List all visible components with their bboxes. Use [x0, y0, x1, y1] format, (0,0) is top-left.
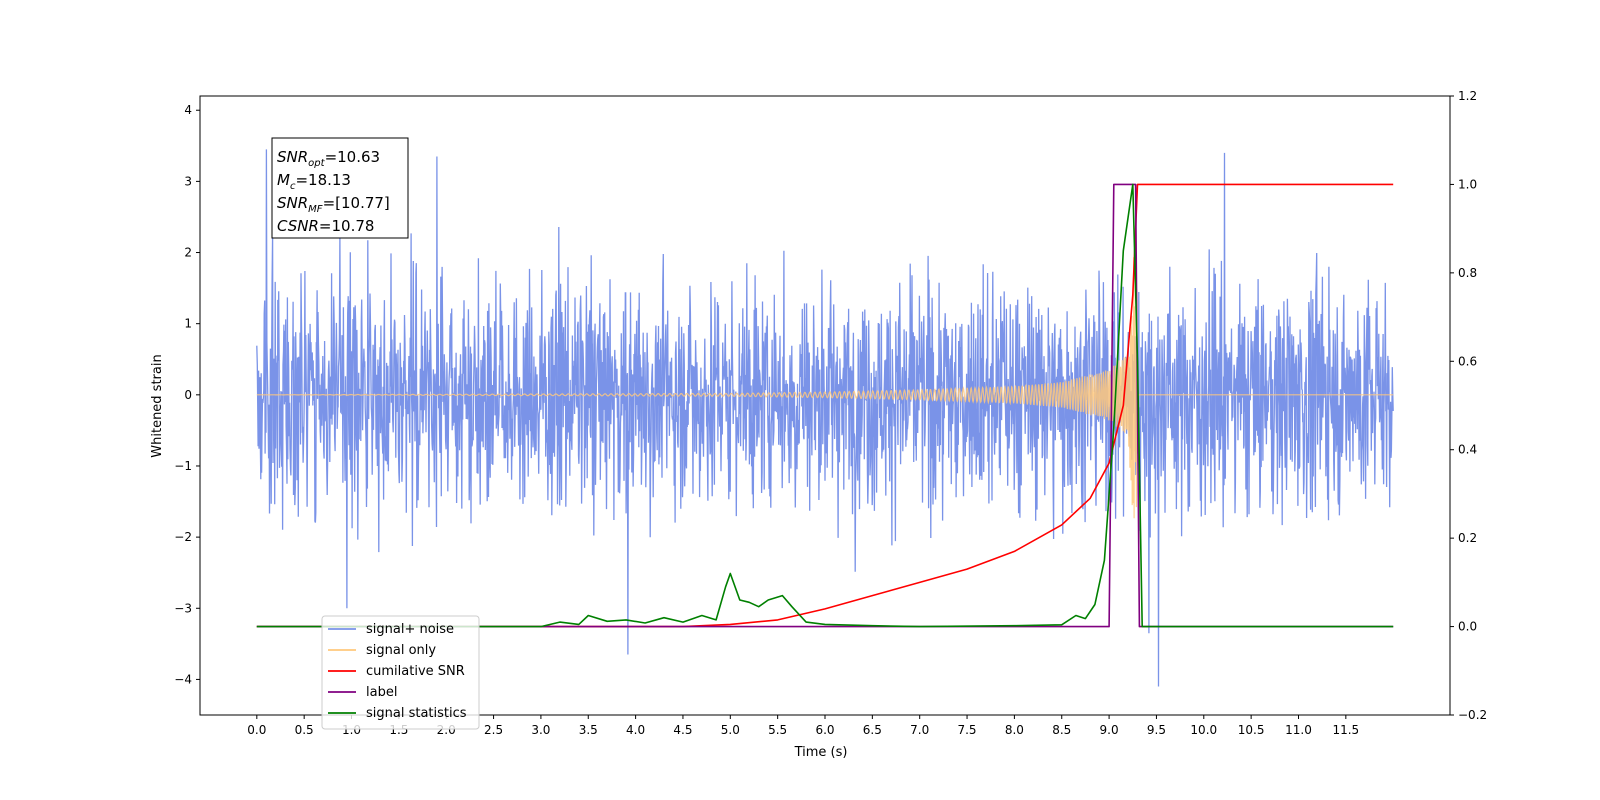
- x-tick-label: 4.0: [626, 723, 645, 737]
- legend-frame: [321, 615, 480, 730]
- y-right-tick-label: 0.8: [1458, 266, 1477, 280]
- legend-label: signal only: [366, 643, 436, 658]
- series-signal-only-line: [256, 257, 1394, 519]
- x-tick-label: 11.0: [1285, 723, 1312, 737]
- series-signal-statistics-line: [256, 183, 1394, 628]
- x-tick-label: 6.5: [863, 723, 882, 737]
- plot-area: [199, 95, 1451, 716]
- y-left-tick-label: −4: [174, 672, 192, 686]
- y-right-tick-label: 0.2: [1458, 531, 1477, 545]
- y-right-tick-label: 0.0: [1458, 620, 1477, 634]
- legend-label: signal+ noise: [366, 622, 454, 637]
- x-tick-label: 3.5: [579, 723, 598, 737]
- y-left-tick-label: 0: [184, 388, 192, 402]
- series-signal-noise-line: [256, 149, 1394, 687]
- x-tick-label: 8.5: [1052, 723, 1071, 737]
- series-layer: [256, 149, 1394, 687]
- y-axis-label: Whitened strain: [150, 354, 165, 457]
- x-tick-label: 4.5: [673, 723, 692, 737]
- y-left-tick-label: −1: [174, 459, 192, 473]
- x-tick-label: 8.0: [1005, 723, 1024, 737]
- x-tick-label: 7.0: [910, 723, 929, 737]
- y-left-tick-label: 3: [184, 174, 192, 188]
- y-right-tick-label: 0.4: [1458, 443, 1477, 457]
- x-tick-label: 0.5: [295, 723, 314, 737]
- legend-label: signal statistics: [366, 706, 467, 721]
- legend-label: label: [366, 685, 397, 700]
- annotation-line: Mc=18.13: [277, 171, 351, 192]
- x-axis-label: Time (s): [794, 745, 848, 760]
- x-tick-label: 5.0: [721, 723, 740, 737]
- x-tick-label: 10.0: [1190, 723, 1217, 737]
- x-tick-label: 3.0: [531, 723, 550, 737]
- x-tick-label: 7.5: [957, 723, 976, 737]
- annotation-line: CSNR=10.78: [277, 217, 374, 235]
- y-right-tick-label: 0.6: [1458, 354, 1477, 368]
- legend-label: cumilative SNR: [366, 664, 465, 679]
- series-cumilative-snr-line: [256, 183, 1394, 628]
- annotation-frame: [271, 137, 409, 239]
- y-left-tick-label: −2: [174, 530, 192, 544]
- x-tick-label: 5.5: [768, 723, 787, 737]
- y-left-tick-label: −3: [174, 601, 192, 615]
- x-tick-label: 2.5: [484, 723, 503, 737]
- y-right-tick-label: 1.2: [1458, 89, 1477, 103]
- y-right-tick-label: 1.0: [1458, 177, 1477, 191]
- annotation-line: SNRopt=10.63: [277, 148, 380, 169]
- x-tick-label: 0.0: [247, 723, 266, 737]
- y-axis-right: −0.2 0.0 0.2 0.4 0.6 0.8 1.0 1.2: [1450, 89, 1487, 722]
- x-tick-label: 6.0: [815, 723, 834, 737]
- annotation-line: SNRMF=[10.77]: [277, 194, 390, 215]
- y-left-tick-label: 2: [184, 246, 192, 260]
- y-right-tick-label: −0.2: [1458, 708, 1487, 722]
- x-axis: 0.0 0.5 1.0 1.5 2.0 2.5 3.0 3.5 4.0 4.5 5.0 5.5 6.0 6…: [247, 715, 1359, 737]
- x-tick-label: 9.5: [1147, 723, 1166, 737]
- x-tick-label: 10.5: [1238, 723, 1265, 737]
- y-left-tick-label: 1: [184, 317, 192, 331]
- x-tick-label: 11.5: [1332, 723, 1359, 737]
- x-tick-label: 9.0: [1100, 723, 1119, 737]
- y-axis-left: −4 −3 −2 −1 0 1 2 3 4: [174, 103, 200, 686]
- legend: signal+ noise signal only cumilative SNR la…: [321, 615, 480, 730]
- y-left-tick-label: 4: [184, 103, 192, 117]
